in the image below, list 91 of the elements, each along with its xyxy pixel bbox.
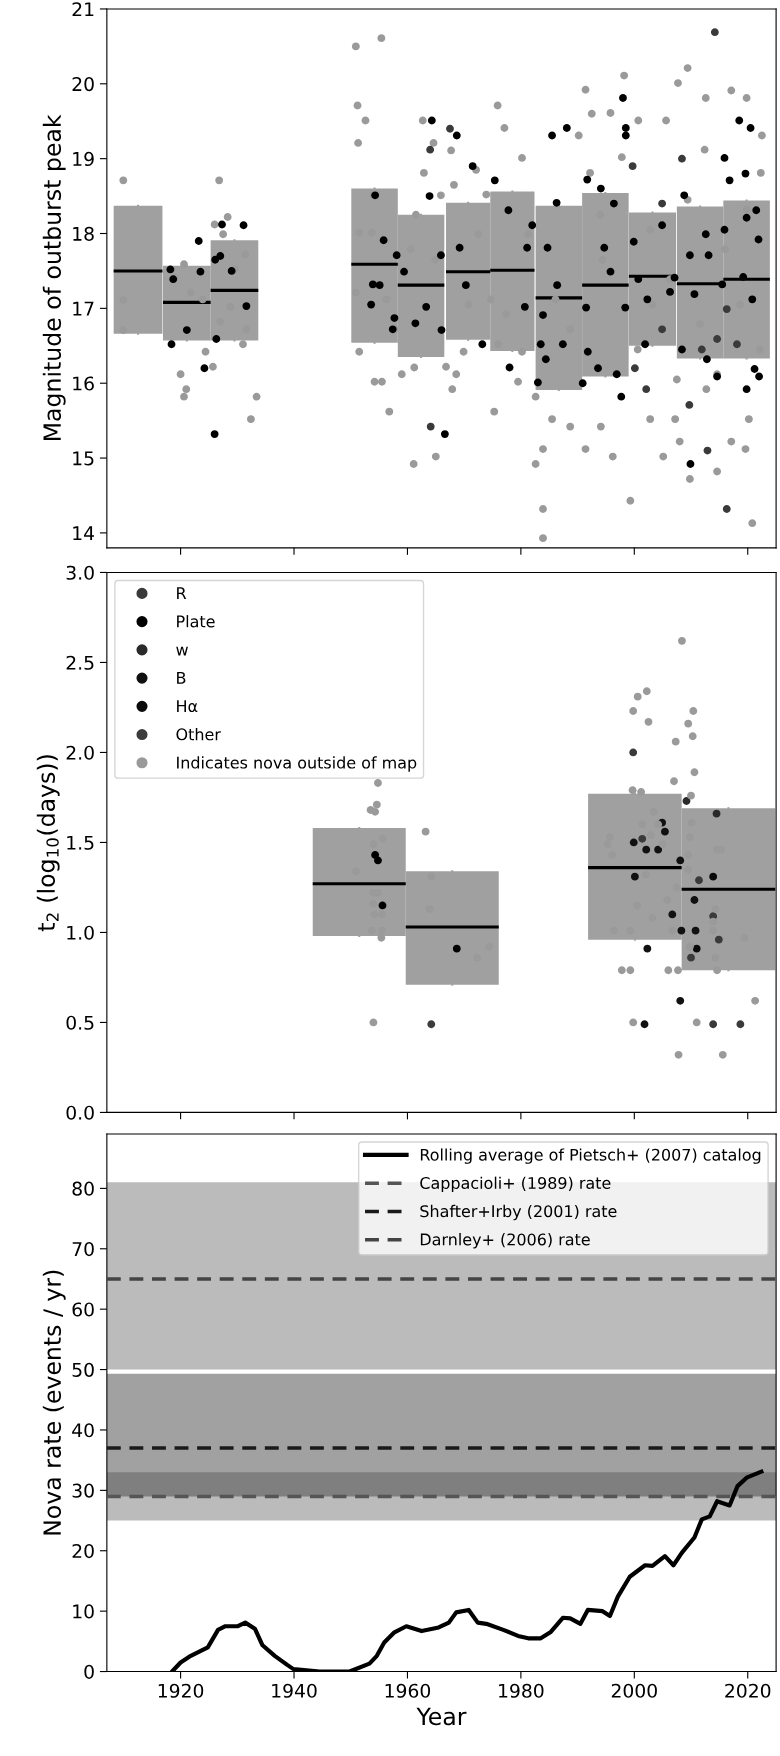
- y-tick-label: 16: [73, 376, 94, 391]
- y-axis-title: Magnitude of outburst peak: [42, 114, 66, 441]
- legend-label: Hα: [177, 700, 198, 713]
- point: [692, 944, 701, 953]
- x-tick-label: 2020: [725, 1683, 771, 1698]
- point: [676, 996, 685, 1005]
- point: [638, 834, 647, 843]
- point: [374, 856, 382, 865]
- point: [654, 845, 663, 854]
- x-axis-title: Year: [416, 1707, 467, 1726]
- y-tick-label: 3.0: [66, 565, 94, 580]
- point: [629, 838, 638, 847]
- y-tick-label: 60: [72, 1302, 94, 1317]
- y-tick-label: 0.5: [66, 1015, 94, 1030]
- point: [709, 872, 718, 881]
- legend-label: Other: [176, 728, 221, 741]
- point: [733, 340, 741, 349]
- y-tick-label: 1.5: [67, 835, 94, 850]
- point: [709, 1020, 718, 1029]
- y-tick-label: 80: [72, 1181, 94, 1196]
- point: [378, 901, 387, 910]
- y-tick-label: 70: [72, 1241, 94, 1257]
- point: [687, 953, 695, 962]
- y-tick-label: 15: [73, 451, 94, 466]
- y-tick-label: 20: [72, 1543, 94, 1559]
- legend-label: B: [177, 672, 186, 684]
- point: [676, 856, 685, 865]
- point: [691, 926, 700, 935]
- y-tick-label: 18: [73, 226, 94, 241]
- point: [714, 935, 723, 944]
- y-axis-title: t$_{2}$ (log$_{10}$(days)): [36, 755, 60, 932]
- point: [658, 325, 667, 334]
- point: [712, 809, 721, 818]
- point: [697, 345, 706, 354]
- point: [677, 926, 686, 935]
- point: [713, 335, 722, 343]
- x-tick-label: 1980: [499, 1683, 544, 1698]
- y-tick-label: 1.0: [67, 925, 94, 940]
- x-tick-label: 1960: [385, 1683, 431, 1698]
- y-tick-label: 30: [72, 1483, 94, 1498]
- y-tick-label: 2.0: [66, 745, 94, 760]
- point: [426, 145, 435, 154]
- point: [710, 28, 719, 37]
- point: [642, 385, 651, 394]
- point: [661, 827, 669, 836]
- point: [722, 305, 731, 314]
- y-tick-label: 14: [73, 526, 94, 541]
- point: [682, 797, 691, 805]
- y-tick-label: 0.0: [66, 1105, 94, 1120]
- y-tick-label: 40: [72, 1423, 94, 1438]
- legend-label: Cappacioli+ (1989) rate: [420, 1176, 611, 1193]
- point: [678, 154, 686, 163]
- y-tick-label: 2.5: [66, 655, 94, 670]
- y-tick-label: 0: [84, 1664, 94, 1679]
- x-tick-label: 1920: [158, 1683, 204, 1698]
- legend-label: w: [176, 646, 188, 656]
- point: [643, 944, 652, 953]
- point: [446, 124, 454, 133]
- point: [722, 505, 731, 513]
- point: [736, 1020, 745, 1029]
- point: [668, 910, 677, 919]
- x-tick-label: 1940: [272, 1683, 317, 1698]
- legend-label: Indicates nova outside of map: [177, 756, 417, 772]
- point: [630, 364, 639, 373]
- point: [630, 872, 639, 881]
- point: [703, 446, 712, 455]
- y-axis-title: Nova rate (events / yr): [42, 1270, 66, 1535]
- legend-label: R: [177, 587, 187, 599]
- point: [685, 400, 694, 409]
- point: [695, 876, 703, 885]
- y-tick-label: 50: [72, 1362, 94, 1377]
- point: [628, 162, 637, 171]
- y-tick-label: 17: [73, 301, 94, 316]
- legend-label: Shafter+Irby (2001) rate: [420, 1204, 617, 1221]
- y-tick-label: 21: [72, 2, 94, 17]
- point: [452, 944, 461, 953]
- point: [642, 845, 651, 854]
- point: [371, 851, 380, 859]
- point: [426, 422, 435, 431]
- legend-label: Rolling average of Pietsch+ (2007) catalog: [420, 1148, 761, 1164]
- y-tick-label: 20: [72, 77, 94, 92]
- point: [690, 896, 699, 904]
- x-tick-label: 2000: [611, 1683, 657, 1698]
- point: [427, 1020, 436, 1029]
- point: [629, 748, 638, 757]
- y-tick-label: 19: [73, 151, 94, 167]
- legend-label: Darnley+ (2006) rate: [420, 1233, 590, 1249]
- point: [640, 1020, 649, 1029]
- point: [658, 199, 667, 208]
- legend-label: Plate: [177, 615, 215, 628]
- y-tick-label: 10: [73, 1604, 94, 1619]
